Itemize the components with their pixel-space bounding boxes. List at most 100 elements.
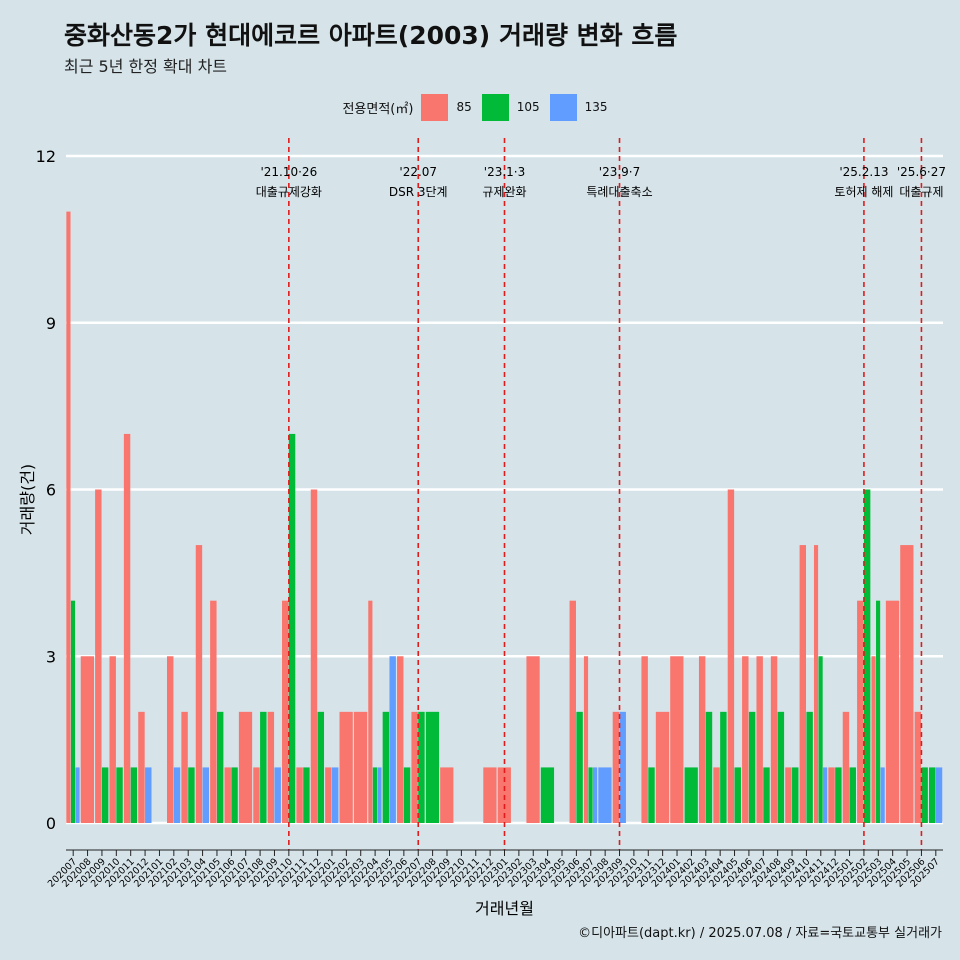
bar-105-202010	[116, 767, 123, 823]
bar-85-202109	[267, 711, 275, 823]
bar-85-202406	[742, 656, 749, 823]
bar-135-202012	[145, 767, 152, 823]
bar-105-202105	[216, 711, 224, 823]
bar-85-202110	[282, 600, 289, 823]
bar-105-202405	[734, 767, 741, 823]
bar-85-202311	[641, 656, 648, 823]
bar-105-202009	[101, 767, 109, 823]
bar-85-202405	[727, 489, 735, 823]
bar-85-202201	[325, 767, 332, 823]
legend-label-135: 135	[584, 100, 608, 114]
bar-85-202410	[799, 545, 807, 823]
bar-85-202105	[210, 600, 217, 823]
bar-105-202205	[382, 711, 390, 823]
bar-105-202408	[777, 711, 785, 823]
bar-105-202412	[835, 767, 842, 823]
bar-85-202204	[368, 600, 373, 823]
bar-85-202306	[569, 600, 576, 823]
bar-105-202112	[317, 711, 325, 823]
legend: 전용면적(㎡) 85 105 135	[0, 92, 960, 122]
bar-85-202403	[698, 656, 706, 823]
x-axis-title: 거래년월	[475, 899, 534, 918]
bar-135-202503	[880, 767, 885, 823]
bar-85-202411	[813, 545, 819, 823]
bar-85-202504	[885, 600, 900, 823]
bars	[66, 211, 943, 824]
source-caption: ©디아파트(dapt.kr) / 2025.07.08 / 자료=국토교통부 실…	[578, 926, 942, 941]
event-name-label: 특례대출축소	[586, 185, 652, 199]
y-tick-label: 0	[46, 814, 56, 833]
bar-85-202108	[253, 767, 260, 823]
bar-85-202401	[670, 656, 684, 823]
bar-105-202409	[792, 767, 799, 823]
y-axis-title: 거래량(건)	[18, 464, 37, 535]
bar-135-202204	[377, 767, 382, 823]
bar-85-202007	[66, 211, 71, 824]
y-tick-label: 12	[36, 147, 56, 166]
bar-85-202107	[238, 711, 253, 823]
bar-85-202503	[871, 656, 876, 823]
bar-85-202404	[713, 767, 720, 823]
bar-105-202208	[425, 711, 440, 823]
bar-105-202110	[288, 433, 296, 823]
bar-135-202007	[75, 767, 80, 823]
bar-85-202009	[95, 489, 102, 823]
bar-85-202012	[138, 711, 145, 823]
bar-135-202201	[331, 767, 339, 823]
legend-label-85: 85	[456, 100, 472, 114]
bar-105-202207	[418, 711, 425, 823]
bar-105-202502	[863, 489, 871, 823]
bar-85-202312	[655, 711, 670, 823]
bar-85-202209	[440, 767, 454, 823]
bar-85-202106	[224, 767, 231, 823]
bar-135-202109	[274, 767, 281, 823]
event-date-label: '23.9·7	[599, 165, 640, 179]
chart-title: 중화산동2가 현대에코르 아파트(2003) 거래량 변화 흐름	[64, 21, 678, 50]
bar-105-202204	[372, 767, 377, 823]
bar-105-202108	[260, 711, 267, 823]
bar-85-202502	[857, 600, 864, 823]
bar-85-202412	[828, 767, 835, 823]
bar-105-202306	[576, 711, 583, 823]
event-name-label: DSR 3단계	[389, 185, 448, 199]
bar-85-202506	[914, 711, 922, 823]
bar-85-202111	[296, 767, 303, 823]
bar-105-202111	[303, 767, 310, 823]
bar-105-202407	[763, 767, 770, 823]
y-tick-label: 3	[46, 647, 56, 666]
legend-item-135: 135	[549, 93, 608, 121]
bar-105-202503	[876, 600, 881, 823]
bar-85-202409	[785, 767, 792, 823]
bar-85-202010	[109, 656, 116, 823]
bar-105-202307	[588, 767, 593, 823]
legend-label-105: 105	[516, 100, 540, 114]
bar-135-202104	[202, 767, 210, 823]
bar-105-202404	[720, 711, 727, 823]
bar-85-202112	[310, 489, 318, 823]
bar-85-202206	[397, 656, 404, 823]
legend-item-85: 85	[421, 93, 472, 121]
bar-105-202406	[748, 711, 756, 823]
bar-105-202402	[684, 767, 698, 823]
bar-105-202410	[806, 711, 813, 823]
chart-subtitle: 최근 5년 한정 확대 차트	[64, 57, 228, 76]
bar-105-202403	[705, 711, 713, 823]
bar-85-202203	[353, 711, 368, 823]
event-date-label: '23.1·3	[484, 165, 525, 179]
bar-105-202506	[921, 767, 928, 823]
event-annotations: '21.10·26 대출규제강화 '22.07 DSR 3단계 '23.1·3 규제완화 '…	[256, 165, 946, 199]
legend-item-105: 105	[481, 93, 540, 121]
x-axis: 2020072020082020092020102020112020122021…	[46, 849, 943, 890]
y-tick-label: 6	[46, 481, 56, 500]
bar-135-202411	[823, 767, 828, 823]
bar-85-202008	[80, 656, 94, 823]
event-name-label: 대출규제강화	[256, 185, 322, 199]
bar-105-202106	[231, 767, 238, 823]
bar-105-202007	[70, 600, 76, 823]
bar-85-202102	[166, 656, 174, 823]
bar-85-202011	[123, 433, 131, 823]
event-name-label: 토허제 해제	[834, 185, 893, 199]
event-lines	[288, 138, 923, 850]
bar-85-202307	[583, 656, 589, 823]
